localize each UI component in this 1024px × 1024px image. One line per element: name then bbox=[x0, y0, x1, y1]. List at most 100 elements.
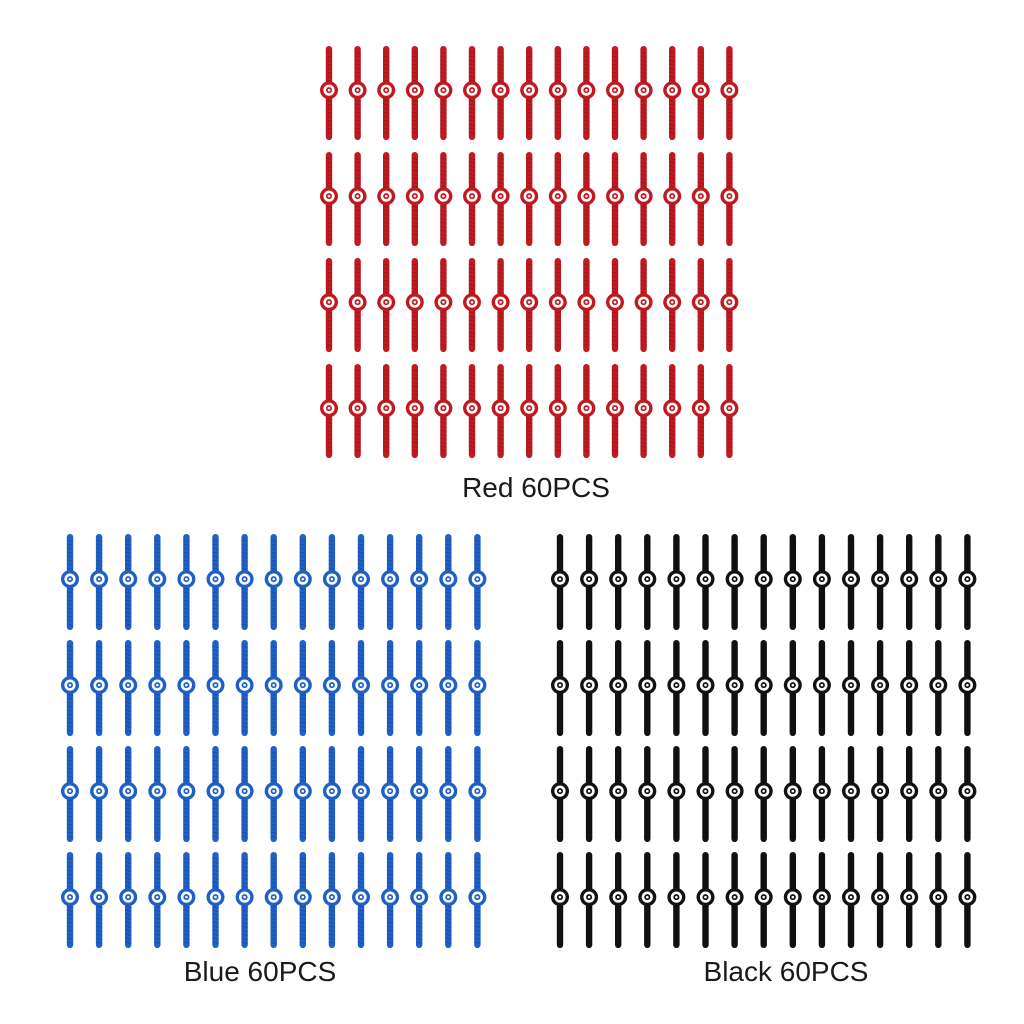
trimmer-blade bbox=[606, 364, 624, 458]
trimmer-blade bbox=[119, 746, 138, 842]
trimmer-blade bbox=[691, 46, 710, 140]
trimmer-blade bbox=[148, 640, 167, 736]
trimmer-blade bbox=[206, 640, 225, 736]
blue-blade-grid bbox=[61, 534, 487, 948]
trimmer-blade bbox=[90, 852, 109, 948]
trimmer-blade bbox=[434, 152, 453, 246]
trimmer-blade bbox=[90, 746, 109, 842]
trimmer-blade bbox=[377, 152, 396, 246]
trimmer-blade bbox=[725, 852, 744, 948]
trimmer-blade bbox=[520, 152, 539, 246]
trimmer-blade bbox=[348, 258, 367, 352]
trimmer-blade bbox=[696, 534, 715, 630]
trimmer-blade bbox=[900, 640, 919, 736]
trimmer-blade bbox=[929, 640, 948, 736]
trimmer-blade bbox=[929, 534, 948, 630]
trimmer-blade bbox=[520, 364, 539, 458]
trimmer-blade bbox=[720, 258, 739, 352]
trimmer-blade bbox=[871, 640, 890, 736]
trimmer-blade bbox=[119, 852, 138, 948]
trimmer-blade bbox=[663, 258, 682, 352]
trimmer-blade bbox=[320, 364, 338, 458]
trimmer-blade bbox=[663, 152, 682, 246]
trimmer-blade bbox=[405, 46, 424, 140]
trimmer-blade bbox=[320, 46, 338, 140]
trimmer-blade bbox=[322, 746, 341, 842]
blue-caption: Blue 60PCS bbox=[183, 956, 337, 987]
black-caption: Black 60PCS bbox=[703, 956, 869, 987]
trimmer-blade bbox=[580, 746, 599, 842]
trimmer-blade bbox=[377, 364, 396, 458]
trimmer-blade bbox=[551, 534, 569, 630]
trimmer-blade bbox=[609, 640, 628, 736]
trimmer-blade bbox=[634, 258, 653, 352]
trimmer-blade bbox=[754, 852, 773, 948]
trimmer-blade bbox=[783, 534, 802, 630]
trimmer-blade bbox=[725, 640, 744, 736]
trimmer-blade bbox=[548, 46, 567, 140]
red-caption: Red 60PCS bbox=[462, 472, 610, 503]
trimmer-blade bbox=[900, 746, 919, 842]
trimmer-blade bbox=[439, 640, 458, 736]
trimmer-blade bbox=[322, 534, 341, 630]
trimmer-blade bbox=[520, 46, 539, 140]
trimmer-blade bbox=[634, 152, 653, 246]
trimmer-blade bbox=[235, 852, 254, 948]
trimmer-blade bbox=[551, 640, 569, 736]
trimmer-blade bbox=[754, 746, 773, 842]
trimmer-blade bbox=[235, 746, 254, 842]
trimmer-blade bbox=[958, 640, 977, 736]
trimmer-blade bbox=[958, 852, 977, 948]
trimmer-blade bbox=[491, 152, 510, 246]
trimmer-blade bbox=[381, 534, 400, 630]
trimmer-blade bbox=[548, 258, 567, 352]
trimmer-blade bbox=[352, 852, 370, 948]
trimmer-blade bbox=[206, 746, 225, 842]
trimmer-blade bbox=[606, 46, 624, 140]
trimmer-blade bbox=[439, 746, 458, 842]
trimmer-blade bbox=[148, 534, 167, 630]
trimmer-blade bbox=[720, 152, 739, 246]
trimmer-blade bbox=[410, 746, 429, 842]
trimmer-blade bbox=[783, 746, 802, 842]
trimmer-blade bbox=[322, 852, 341, 948]
trimmer-blade bbox=[90, 640, 109, 736]
trimmer-blade bbox=[667, 534, 686, 630]
trimmer-blade bbox=[61, 746, 79, 842]
trimmer-blade bbox=[352, 640, 370, 736]
trimmer-blade bbox=[348, 46, 367, 140]
trimmer-blade bbox=[548, 152, 567, 246]
trimmer-blade bbox=[381, 746, 400, 842]
trimmer-blade bbox=[439, 534, 458, 630]
trimmer-blade bbox=[812, 852, 831, 948]
trimmer-blade bbox=[842, 640, 860, 736]
trimmer-blade bbox=[551, 746, 569, 842]
trimmer-blade bbox=[405, 364, 424, 458]
trimmer-blade bbox=[871, 852, 890, 948]
trimmer-blade bbox=[491, 46, 510, 140]
trimmer-blade bbox=[548, 364, 567, 458]
trimmer-blade bbox=[606, 258, 624, 352]
trimmer-blade bbox=[463, 364, 481, 458]
trimmer-blade bbox=[842, 852, 860, 948]
trimmer-blade bbox=[667, 852, 686, 948]
trimmer-blade bbox=[177, 640, 196, 736]
trimmer-blade bbox=[609, 852, 628, 948]
trimmer-blade bbox=[606, 152, 624, 246]
trimmer-blade bbox=[754, 640, 773, 736]
trimmer-blade bbox=[206, 534, 225, 630]
trimmer-blade bbox=[491, 364, 510, 458]
trimmer-blade bbox=[119, 534, 138, 630]
trimmer-blade bbox=[720, 46, 739, 140]
trimmer-blade bbox=[609, 746, 628, 842]
trimmer-blade bbox=[468, 746, 487, 842]
trimmer-blade bbox=[410, 640, 429, 736]
trimmer-blade bbox=[580, 852, 599, 948]
trimmer-blade bbox=[871, 746, 890, 842]
trimmer-blade bbox=[900, 852, 919, 948]
trimmer-blade bbox=[348, 152, 367, 246]
trimmer-blade bbox=[206, 852, 225, 948]
trimmer-blade bbox=[348, 364, 367, 458]
trimmer-blade bbox=[293, 746, 312, 842]
trimmer-blade bbox=[638, 640, 657, 736]
